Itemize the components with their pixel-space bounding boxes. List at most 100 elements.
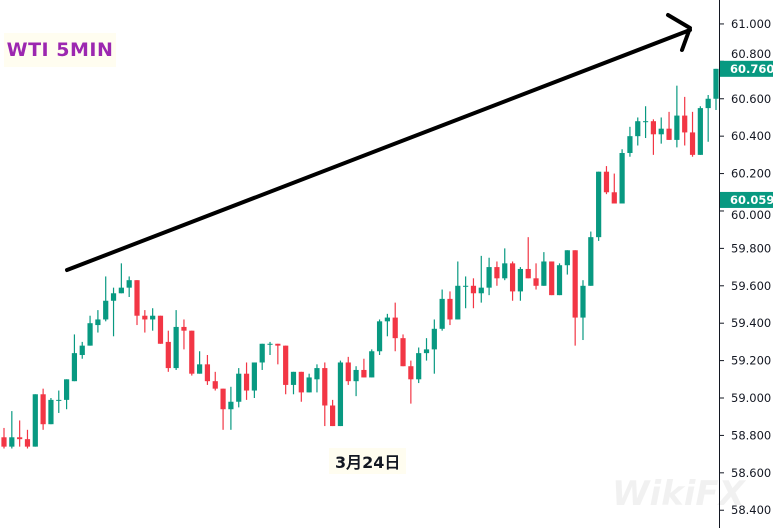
price-tick-label: 58.800 <box>731 428 771 442</box>
candle <box>337 360 344 427</box>
price-label-text: 60.059 <box>730 193 774 207</box>
candle-body <box>463 285 469 287</box>
candle-body <box>322 368 328 406</box>
candle-body <box>447 298 453 320</box>
candle <box>251 362 257 399</box>
candle <box>283 345 289 395</box>
candle-body <box>212 381 218 389</box>
candle-body <box>251 362 257 391</box>
price-tick-label: 60.400 <box>731 129 771 143</box>
candle-body <box>1 437 7 447</box>
candle <box>56 390 62 413</box>
price-tick-label: 58.600 <box>731 466 771 480</box>
candle <box>298 371 304 402</box>
candle-body <box>157 315 164 344</box>
candle <box>478 255 484 303</box>
candle <box>650 119 657 155</box>
candle-body <box>220 388 226 410</box>
candle <box>549 261 555 296</box>
price-label-badge: 60.059 <box>720 191 774 208</box>
candle <box>463 276 469 309</box>
candle-body <box>705 98 711 109</box>
candle-body <box>353 369 359 382</box>
candle <box>157 315 164 344</box>
candle <box>95 310 101 333</box>
candle-body <box>431 328 437 350</box>
price-label-badge: 60.760 <box>720 60 774 77</box>
candle-body <box>635 121 641 137</box>
candle-body <box>298 371 304 393</box>
candle <box>204 354 211 385</box>
candle-body <box>627 136 633 153</box>
candle <box>353 366 359 397</box>
candle-body <box>283 345 289 385</box>
candle-body <box>126 280 132 288</box>
candle-body <box>455 285 461 320</box>
candle <box>502 248 508 281</box>
price-tick-label: 60.800 <box>731 47 771 61</box>
candle-body <box>189 330 195 374</box>
candle <box>611 173 617 204</box>
candle <box>455 261 461 320</box>
candle <box>150 308 156 331</box>
price-tick-label: 61.000 <box>731 17 771 31</box>
candle <box>713 68 719 110</box>
candle <box>525 237 531 279</box>
candle-body <box>525 268 531 279</box>
candle-body <box>666 128 672 140</box>
candle <box>322 362 328 427</box>
candle-body <box>658 128 664 135</box>
candle-body <box>103 300 109 320</box>
candle <box>87 315 93 346</box>
price-tick-label: 59.600 <box>731 279 771 293</box>
candle <box>588 231 594 286</box>
candle-body <box>228 401 234 410</box>
candle <box>345 356 351 385</box>
candle-body <box>439 298 445 329</box>
candle <box>697 106 703 155</box>
candle <box>189 330 195 376</box>
price-label-bg <box>720 60 773 77</box>
candle-body <box>337 362 344 427</box>
candle-body <box>603 171 610 193</box>
candle <box>63 379 70 410</box>
candle <box>79 341 85 359</box>
candle <box>674 85 680 148</box>
candle <box>603 166 610 195</box>
candle <box>533 263 539 290</box>
date-label-box: 3月24日 <box>329 448 407 474</box>
candle-body <box>689 132 696 155</box>
candle <box>572 250 578 346</box>
candle-body <box>9 437 15 447</box>
candle <box>376 319 383 355</box>
watermark-logo: WikiFX <box>612 474 745 514</box>
candle-body <box>17 437 23 440</box>
candle <box>103 276 109 322</box>
candle-body <box>533 278 539 286</box>
candle-body <box>71 353 78 382</box>
candle-body <box>564 250 570 266</box>
candle <box>431 319 437 374</box>
candle <box>220 388 226 430</box>
candle <box>17 420 23 447</box>
candle <box>408 360 414 404</box>
candle-body <box>572 250 578 318</box>
price-tick-label: 60.000 <box>731 208 771 222</box>
candle-body <box>588 237 594 286</box>
candle <box>243 362 250 400</box>
candle-body <box>197 364 203 374</box>
candle <box>181 319 187 350</box>
candle <box>24 429 31 449</box>
candle-body <box>486 267 492 288</box>
candle-body <box>142 315 148 320</box>
candle <box>1 427 7 449</box>
price-tick-label: 60.200 <box>731 167 771 181</box>
candle <box>635 117 641 146</box>
candle-body <box>32 394 38 447</box>
candle <box>580 280 586 341</box>
candle <box>165 330 171 372</box>
candle <box>494 261 500 286</box>
candle <box>658 117 664 144</box>
candle <box>619 149 625 204</box>
candle <box>642 106 649 139</box>
